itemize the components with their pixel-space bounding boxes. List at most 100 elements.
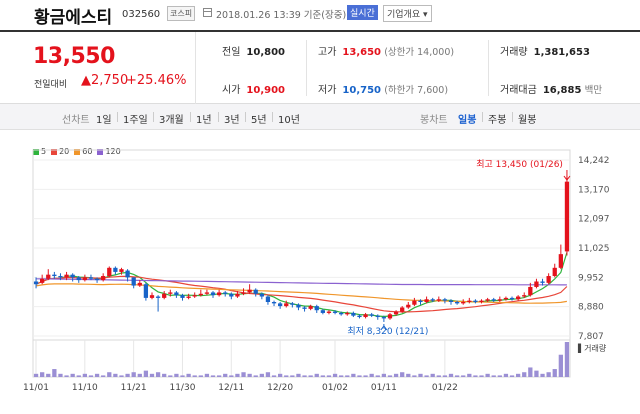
- volume-bar: [442, 375, 448, 377]
- volume-bar: [247, 373, 252, 377]
- x-tick-label: 11/21: [121, 383, 147, 393]
- divider: [190, 112, 191, 122]
- candle-body: [418, 300, 423, 303]
- volume-bar: [564, 342, 570, 377]
- tab-candle-chart[interactable]: 봉차트: [420, 115, 448, 126]
- candle-body: [229, 293, 234, 297]
- volume-bar: [64, 375, 69, 377]
- volume-info: 거래량 1,381,653: [500, 43, 590, 58]
- candle-body: [204, 292, 210, 294]
- candle-body: [522, 295, 527, 297]
- tab-5year[interactable]: 5년: [251, 115, 267, 126]
- volume-bar: [198, 375, 203, 377]
- x-tick-label: 12/11: [218, 383, 244, 393]
- volume-bar: [357, 375, 362, 377]
- volume-bar: [155, 372, 161, 377]
- tab-1year[interactable]: 1년: [196, 115, 212, 126]
- candle-body: [180, 295, 185, 298]
- low-limit: (하한가 7,600): [384, 85, 449, 96]
- tab-line-chart[interactable]: 선차트: [62, 115, 90, 126]
- divider: [512, 112, 513, 122]
- legend-swatch: [33, 148, 39, 155]
- open-value: 10,900: [246, 85, 285, 96]
- volume-bar: [137, 373, 142, 377]
- price-summary: 13,550 전일대비 ▲2,750 +25.46% 전일 10,800 시가 10…: [0, 30, 640, 104]
- candle-body: [515, 296, 521, 300]
- volume-bar: [326, 375, 332, 377]
- legend-swatch: [51, 148, 58, 155]
- timestamp: 2018.01.26 13:39 기준(장중): [216, 10, 347, 21]
- volume-bar: [461, 375, 466, 377]
- volume-value: 1,381,653: [533, 47, 590, 58]
- tab-monthly[interactable]: 월봉: [518, 115, 537, 126]
- candle-body: [259, 293, 264, 297]
- volume-bar: [381, 373, 387, 377]
- candle-body: [332, 311, 338, 313]
- high-label: 고가: [318, 47, 337, 58]
- low-value: 10,750: [342, 85, 381, 96]
- volume-bar: [515, 373, 521, 377]
- candle-body: [210, 292, 216, 296]
- tab-1week[interactable]: 1주일: [123, 115, 148, 126]
- legend-item-ma5: 5: [33, 147, 46, 156]
- y-tick-label: 13,170: [578, 185, 610, 195]
- candle-body: [534, 281, 539, 287]
- volume-bar: [467, 373, 472, 377]
- candle-body: [271, 302, 277, 304]
- volume-bar: [418, 373, 423, 377]
- prev-close-label: 전일: [222, 47, 241, 58]
- tab-3year[interactable]: 3년: [224, 115, 240, 126]
- candle-body: [387, 314, 393, 319]
- volume-bar: [540, 373, 545, 377]
- candle-body: [290, 303, 295, 305]
- volume-bar: [259, 373, 264, 377]
- legend-label: 5: [41, 147, 47, 156]
- candle-body: [88, 277, 94, 279]
- volume-bar: [369, 373, 374, 377]
- x-tick-label: 01/11: [371, 383, 397, 393]
- volume-bar: [546, 372, 551, 377]
- tab-3month[interactable]: 3개월: [159, 115, 184, 126]
- divider: [272, 112, 273, 122]
- volume-bar: [216, 375, 222, 377]
- volume-bar: [70, 373, 75, 377]
- candle-body: [320, 310, 325, 313]
- volume-bar: [168, 375, 173, 377]
- candle-body: [302, 307, 307, 309]
- volume-bar: [253, 375, 258, 377]
- divider: [488, 40, 489, 96]
- tab-1day[interactable]: 1일: [96, 115, 112, 126]
- chart-period-tabs: 선차트 1일 1주일 3개월 1년 3년 5년 10년 봉차트 일봉 주봉 월봉: [0, 104, 640, 130]
- candle-body: [278, 303, 283, 307]
- candle-body: [363, 314, 368, 318]
- company-overview-dropdown[interactable]: 기업개요 ▾: [383, 5, 432, 22]
- volume-bar: [314, 373, 319, 377]
- tab-daily[interactable]: 일봉: [458, 115, 477, 126]
- candle-body: [552, 267, 557, 277]
- candle-body: [107, 267, 112, 277]
- realtime-button[interactable]: 실시간: [347, 5, 378, 20]
- change-percent: +25.46%: [126, 73, 187, 88]
- volume-bar: [387, 375, 393, 377]
- candle-body: [454, 302, 460, 304]
- candle-body: [94, 278, 100, 281]
- max-price-label: 최고 13,450 (01/26): [476, 159, 563, 170]
- stock-header: 황금에스티 032560 코스피 2018.01.26 13:39 기준(장중)…: [0, 0, 640, 30]
- candle-body: [64, 274, 69, 278]
- tab-10year[interactable]: 10년: [278, 115, 300, 126]
- volume-bar: [296, 373, 301, 377]
- candle-body: [375, 315, 380, 318]
- volume-bar: [265, 372, 271, 377]
- legend-swatch: [97, 148, 104, 155]
- tab-weekly[interactable]: 주봉: [488, 115, 507, 126]
- divider: [218, 112, 219, 122]
- y-tick-label: 14,242: [578, 156, 610, 166]
- ma60-line: [36, 283, 567, 304]
- x-tick-label: 11/01: [23, 383, 49, 393]
- legend-item-ma20: 20: [51, 147, 69, 156]
- candle-body: [253, 289, 258, 294]
- volume-bar: [534, 370, 539, 377]
- volume-bar: [528, 367, 533, 377]
- candle-body: [296, 304, 301, 308]
- candle-body: [467, 300, 472, 303]
